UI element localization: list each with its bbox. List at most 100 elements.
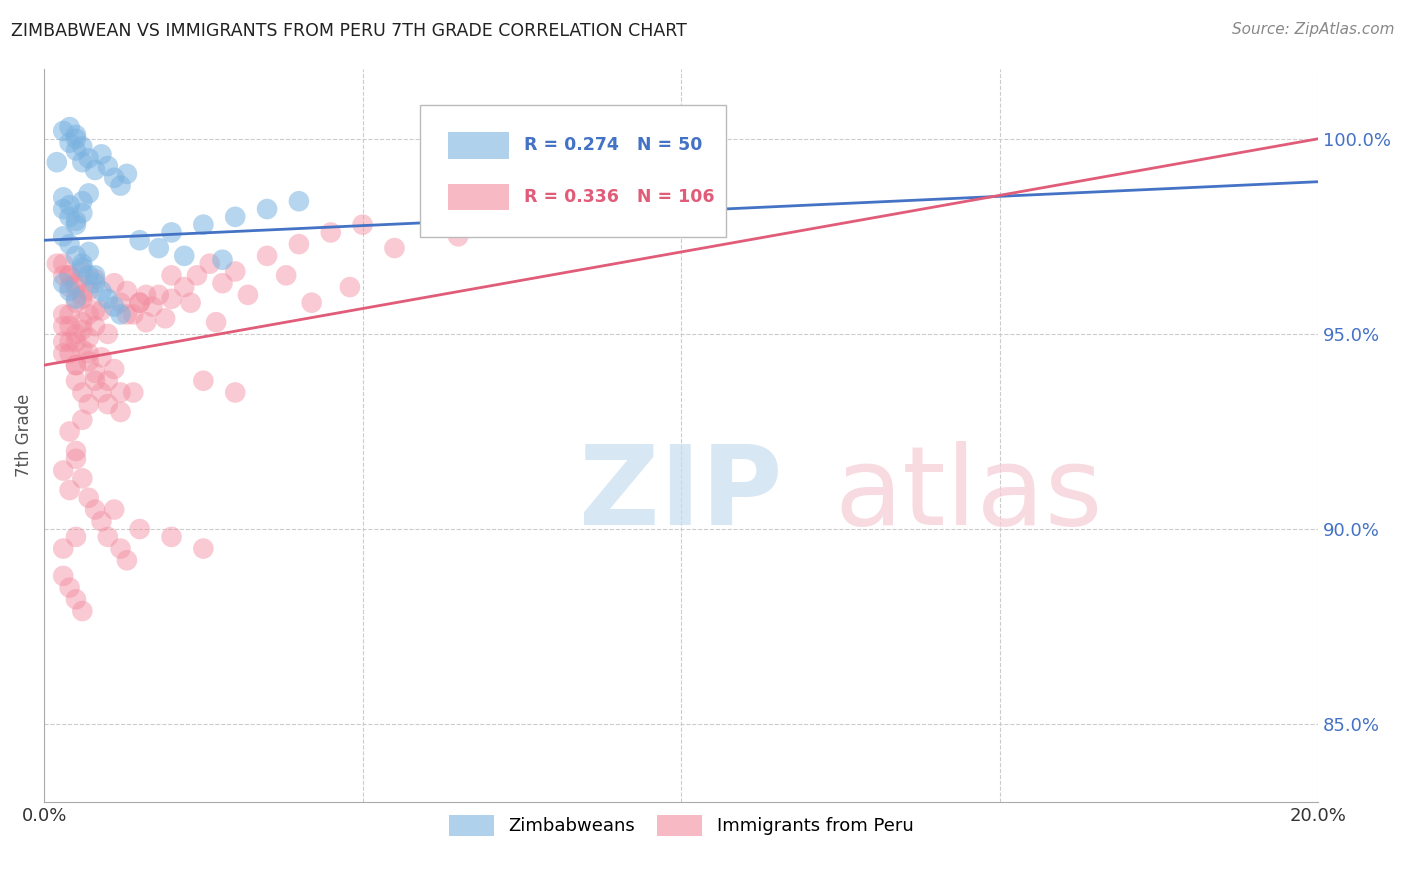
Point (90, 351, 112, 365)
Point (65, 451, 87, 466)
Point (97, 374, 120, 388)
Point (110, 178, 132, 193)
Point (65, 218, 87, 232)
Point (90, 284, 112, 298)
Point (135, 315, 157, 329)
Point (110, 541, 132, 556)
Point (77, 284, 100, 298)
Point (128, 295, 150, 310)
Point (72, 260, 94, 275)
Point (224, 385, 246, 400)
Point (148, 241, 170, 255)
Point (72, 288, 94, 302)
Point (160, 292, 183, 306)
Point (58, 581, 80, 595)
Point (236, 288, 259, 302)
Point (45, 257, 67, 271)
Point (52, 307, 75, 321)
Point (45, 155, 67, 169)
Point (110, 405, 132, 419)
Point (90, 147, 112, 161)
Point (97, 326, 120, 341)
Point (339, 280, 361, 294)
Point (153, 311, 176, 326)
Point (128, 233, 150, 247)
Point (141, 300, 163, 314)
Point (52, 202, 75, 216)
Point (84, 366, 107, 380)
Point (52, 190, 75, 204)
Point (77, 186, 100, 201)
Point (72, 385, 94, 400)
Point (52, 257, 75, 271)
Point (90, 303, 112, 318)
Point (77, 268, 100, 283)
Point (160, 226, 183, 240)
Point (52, 124, 75, 138)
Point (58, 210, 80, 224)
Bar (449, 132, 509, 159)
Point (77, 151, 100, 165)
Point (65, 530, 87, 544)
Point (115, 284, 138, 298)
Point (72, 604, 94, 618)
Point (256, 249, 278, 263)
Point (65, 132, 87, 146)
Point (65, 280, 87, 294)
Point (115, 307, 138, 321)
Point (103, 276, 125, 290)
Point (288, 194, 311, 209)
Point (77, 346, 100, 360)
Bar (449, 184, 509, 211)
Point (103, 170, 125, 185)
Point (115, 167, 138, 181)
Point (122, 385, 145, 400)
Point (186, 268, 208, 283)
Point (97, 397, 120, 411)
Point (319, 226, 342, 240)
Point (84, 163, 107, 178)
Point (72, 292, 94, 306)
Point (173, 249, 195, 263)
Y-axis label: 7th Grade: 7th Grade (15, 393, 32, 477)
Point (276, 268, 298, 283)
Point (65, 276, 87, 290)
Point (65, 249, 87, 263)
Point (193, 218, 215, 232)
Point (52, 346, 75, 360)
Point (72, 264, 94, 278)
Point (160, 530, 183, 544)
Point (160, 268, 183, 283)
Point (384, 241, 406, 255)
Point (77, 354, 100, 368)
Point (58, 198, 80, 212)
Point (72, 413, 94, 427)
Point (65, 326, 87, 341)
Point (77, 307, 100, 321)
Point (65, 292, 87, 306)
Point (58, 280, 80, 294)
Point (193, 541, 215, 556)
Point (301, 295, 323, 310)
Text: ZIMBABWEAN VS IMMIGRANTS FROM PERU 7TH GRADE CORRELATION CHART: ZIMBABWEAN VS IMMIGRANTS FROM PERU 7TH G… (11, 22, 688, 40)
Point (135, 288, 157, 302)
Point (58, 120, 80, 134)
Point (52, 463, 75, 477)
Point (110, 295, 132, 310)
Point (90, 514, 112, 528)
Point (256, 202, 278, 216)
Text: Source: ZipAtlas.com: Source: ZipAtlas.com (1232, 22, 1395, 37)
Point (72, 315, 94, 329)
Point (72, 323, 94, 337)
Point (58, 334, 80, 349)
Point (110, 385, 132, 400)
Point (58, 319, 80, 334)
Point (52, 541, 75, 556)
Text: R = 0.274   N = 50: R = 0.274 N = 50 (524, 136, 703, 154)
Legend: Zimbabweans, Immigrants from Peru: Zimbabweans, Immigrants from Peru (440, 805, 922, 845)
Point (72, 194, 94, 209)
Point (211, 252, 233, 267)
Point (58, 237, 80, 252)
Point (77, 397, 100, 411)
Point (72, 155, 94, 169)
